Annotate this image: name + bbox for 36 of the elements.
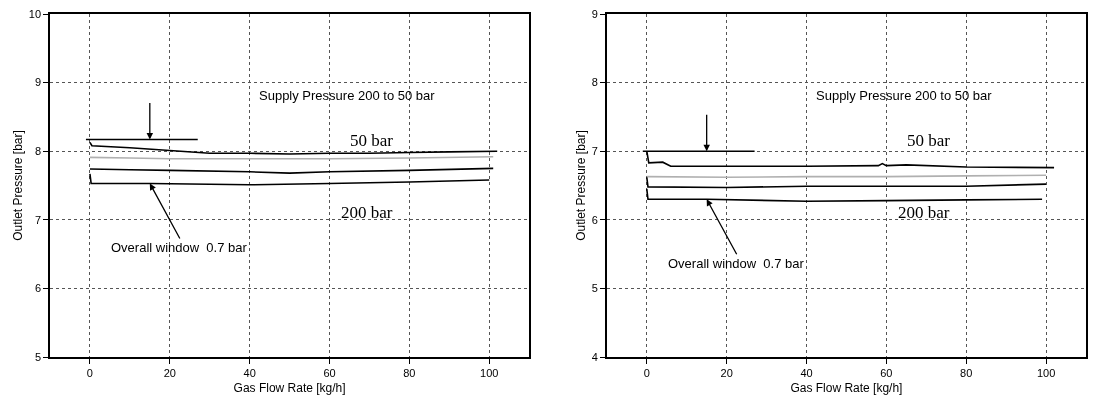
y-axis-title: Outlet Pressure [bar] bbox=[573, 130, 588, 241]
x-tick-label: 100 bbox=[480, 366, 499, 379]
x-tick-label: 0 bbox=[86, 366, 93, 379]
annotation: Supply Pressure 200 to 50 bar bbox=[259, 88, 436, 103]
annotation: Overall window 0.7 bar bbox=[668, 256, 805, 271]
y-tick-label: 4 bbox=[591, 350, 598, 363]
y-tick-label: 9 bbox=[34, 76, 42, 89]
x-tick-label: 60 bbox=[323, 366, 336, 379]
y-tick-label: 7 bbox=[34, 213, 42, 226]
annotation: Supply Pressure 200 to 50 bar bbox=[816, 88, 993, 103]
x-tick-label: 0 bbox=[643, 366, 650, 379]
annotation: 50 bar bbox=[907, 131, 951, 150]
y-tick-label: 6 bbox=[34, 282, 42, 295]
x-tick-label: 100 bbox=[1036, 366, 1056, 379]
y-tick-label: 6 bbox=[591, 213, 598, 226]
y-tick-label: 9 bbox=[591, 7, 598, 20]
x-tick-label: 80 bbox=[403, 366, 416, 379]
x-tick-label: 20 bbox=[163, 366, 176, 379]
annotation: 200 bar bbox=[898, 203, 950, 222]
y-tick-label: 8 bbox=[34, 145, 42, 158]
y-tick-label: 7 bbox=[591, 145, 598, 158]
x-axis-title: Gas Flow Rate [kg/h] bbox=[790, 381, 903, 396]
annotation: Overall window 0.7 bar bbox=[111, 240, 248, 255]
x-tick-label: 20 bbox=[720, 366, 733, 379]
x-tick-label: 60 bbox=[880, 366, 893, 379]
x-tick-label: 80 bbox=[960, 366, 973, 379]
x-tick-label: 40 bbox=[243, 366, 256, 379]
y-tick-label: 8 bbox=[591, 76, 598, 89]
y-axis-title: Outlet Pressure [bar] bbox=[10, 130, 25, 241]
annotation: 50 bar bbox=[350, 131, 394, 150]
x-tick-label: 40 bbox=[800, 366, 813, 379]
y-tick-label: 5 bbox=[591, 282, 598, 295]
y-tick-label: 5 bbox=[34, 350, 42, 363]
annotation: 200 bar bbox=[341, 203, 393, 222]
y-tick-label: 10 bbox=[28, 7, 42, 20]
x-axis-title: Gas Flow Rate [kg/h] bbox=[233, 381, 346, 396]
